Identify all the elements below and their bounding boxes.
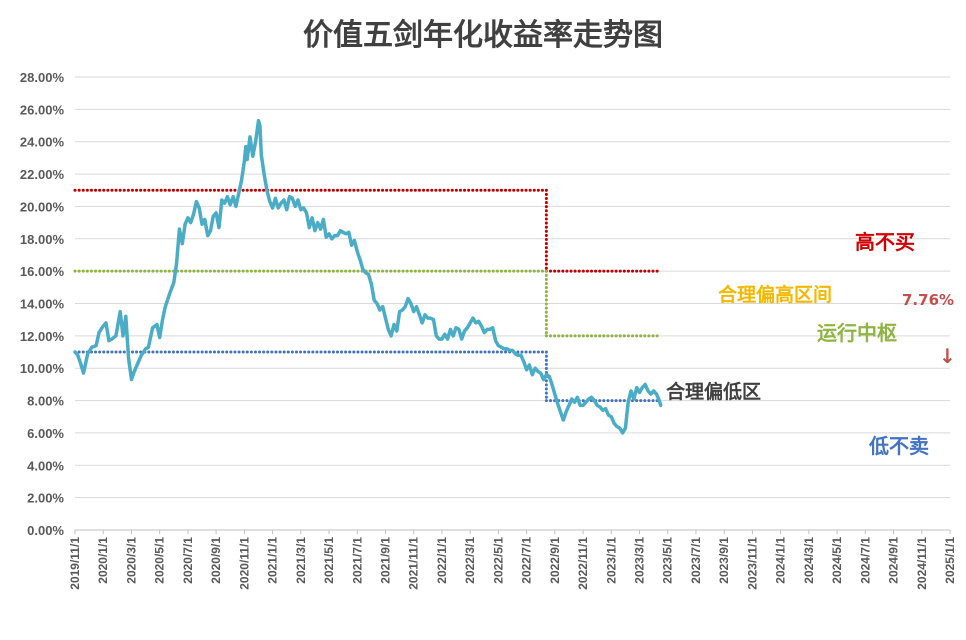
y-tick-label: 18.00%: [20, 232, 65, 247]
x-tick-label: 2022/9/1: [548, 537, 562, 584]
annotation-low-no-sell: 低不卖: [868, 434, 929, 458]
x-tick-label: 2021/1/1: [266, 537, 280, 584]
x-tick-label: 2021/11/1: [407, 537, 421, 590]
x-tick-label: 2020/5/1: [153, 537, 167, 584]
series-line: [73, 118, 663, 435]
x-tick-label: 2022/3/1: [463, 537, 477, 584]
annotation-center-band: 运行中枢: [817, 321, 897, 345]
y-tick-label: 20.00%: [20, 199, 65, 214]
y-tick-label: 6.00%: [27, 426, 64, 441]
x-tick-label: 2020/9/1: [209, 537, 223, 584]
x-tick-label: 2019/11/1: [68, 537, 82, 590]
y-tick-label: 22.00%: [20, 167, 65, 182]
y-tick-label: 24.00%: [20, 135, 65, 150]
x-tick-label: 2023/3/1: [633, 537, 647, 584]
x-tick-label: 2023/9/1: [717, 537, 731, 584]
y-tick-label: 4.00%: [27, 458, 64, 473]
x-tick-label: 2020/3/1: [124, 537, 138, 584]
annotation-high-no-buy: 高不买: [855, 230, 915, 254]
x-tick-label: 2021/9/1: [378, 537, 392, 584]
x-tick-label: 2024/5/1: [830, 537, 844, 584]
annotation-reasonable-low-zone: 合理偏低区: [666, 380, 761, 403]
x-tick-label: 2024/1/1: [774, 537, 788, 584]
x-tick-label: 2023/5/1: [661, 537, 675, 584]
x-tick-label: 2023/7/1: [689, 537, 703, 584]
chart-title: 价值五剑年化收益率走势图: [303, 18, 663, 53]
x-tick-label: 2021/7/1: [350, 537, 364, 584]
y-tick-label: 12.00%: [20, 329, 65, 344]
reference-lines: [73, 188, 663, 403]
y-tick-label: 16.00%: [20, 264, 65, 279]
y-tick-label: 28.00%: [20, 70, 65, 85]
annotation-reasonable-high-zone: 合理偏高区间: [718, 283, 832, 306]
x-axis-ticks: 2019/11/1 2020/1/1 2020/3/1 2020/5/1 2020/7/…: [68, 530, 957, 590]
x-tick-label: 2021/3/1: [294, 537, 308, 584]
x-tick-label: 2021/5/1: [322, 537, 336, 584]
x-tick-label: 2022/1/1: [435, 537, 449, 584]
y-tick-label: 14.00%: [20, 297, 65, 312]
x-tick-label: 2020/1/1: [96, 537, 110, 584]
x-tick-label: 2022/5/1: [491, 537, 505, 584]
y-tick-label: 8.00%: [27, 394, 64, 409]
y-tick-label: 10.00%: [20, 361, 65, 376]
x-tick-label: 2024/11/1: [915, 537, 929, 590]
x-tick-label: 2025/1/1: [943, 537, 957, 584]
x-tick-label: 2020/11/1: [237, 537, 251, 590]
x-tick-label: 2023/1/1: [604, 537, 618, 584]
x-tick-label: 2024/3/1: [802, 537, 816, 584]
x-tick-label: 2022/11/1: [576, 537, 590, 590]
series-lines: [73, 118, 663, 435]
x-tick-label: 2024/7/1: [858, 537, 872, 584]
annotation-down-arrow: ↓: [939, 344, 956, 368]
x-tick-label: 2023/11/1: [745, 537, 759, 590]
gridlines: [75, 76, 950, 531]
annotation-current-value: 7.76%: [902, 291, 954, 309]
x-tick-label: 2020/7/1: [181, 537, 195, 584]
y-tick-label: 26.00%: [20, 102, 65, 117]
y-tick-label: 0.00%: [27, 523, 64, 538]
x-tick-label: 2024/9/1: [887, 537, 901, 584]
x-tick-label: 2022/7/1: [520, 537, 534, 584]
y-tick-label: 2.00%: [27, 491, 64, 506]
y-axis-ticks: 0.00% 2.00% 4.00% 6.00% 8.00% 10.00% 12.00% 14.…: [20, 70, 65, 538]
